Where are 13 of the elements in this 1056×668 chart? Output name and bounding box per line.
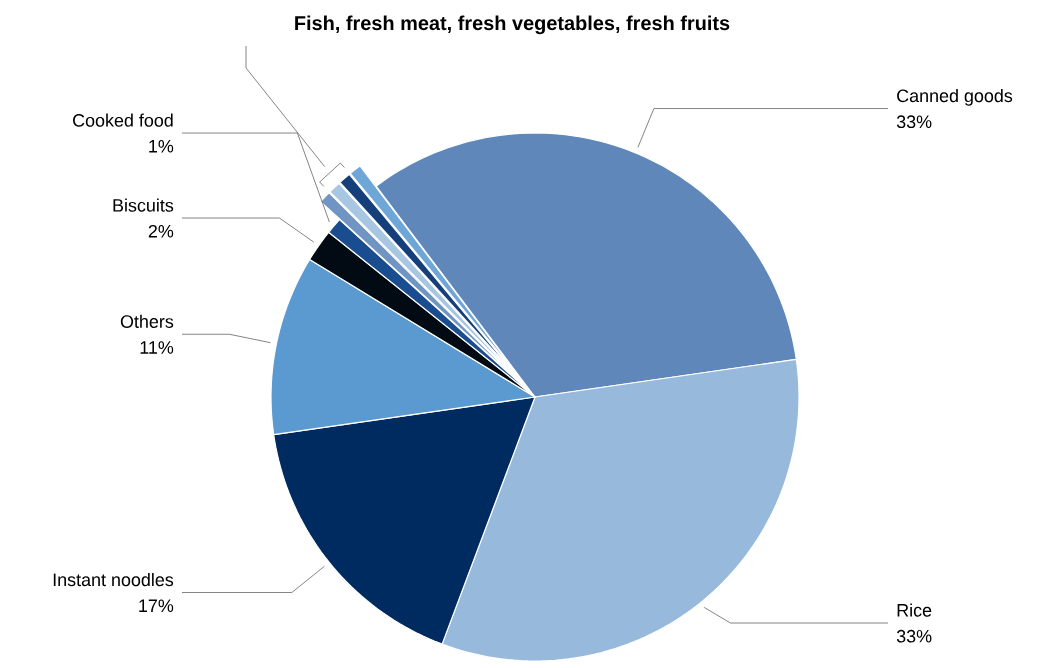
slice-label: Biscuits <box>113 198 174 212</box>
data-label: 2% <box>148 224 174 238</box>
data-label: 33% <box>896 115 932 129</box>
slice-label: Canned goods <box>897 89 1013 106</box>
slice-label: Others <box>120 314 174 328</box>
data-label: 17% <box>139 599 174 613</box>
slice-label: Instant noodles <box>53 572 174 587</box>
data-label: 11% <box>140 341 174 354</box>
data-label: 33% <box>896 629 932 643</box>
data-label: 1% <box>149 139 174 153</box>
slice-label: Cooked food <box>73 113 173 127</box>
chart-title: Fish, fresh meat, fresh vegetables, fresh fruits <box>295 15 730 35</box>
slice-label: Rice <box>897 603 932 617</box>
